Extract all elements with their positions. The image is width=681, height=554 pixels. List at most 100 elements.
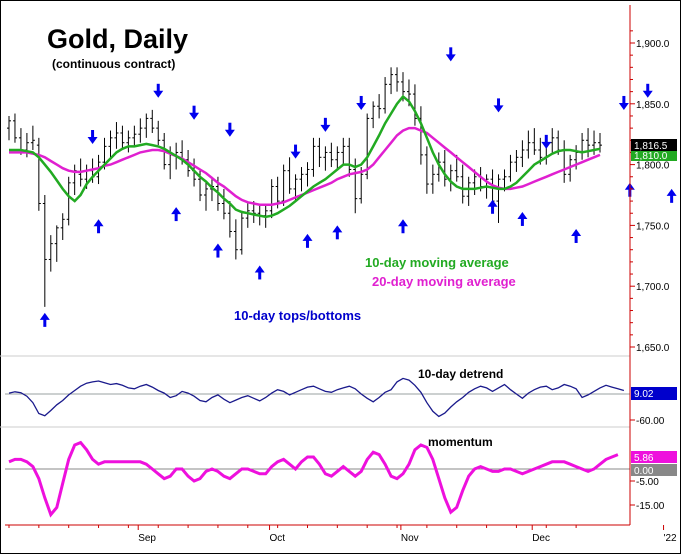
arrow-shaft <box>520 216 524 226</box>
momentum-zero-tag <box>631 464 677 476</box>
bottom-arrow-icon <box>666 188 677 203</box>
arrow-shaft <box>97 224 101 234</box>
top-arrow-icon <box>87 130 98 145</box>
price-bar <box>520 140 525 168</box>
ma10-line <box>9 94 601 219</box>
arrow-shaft <box>574 233 578 243</box>
bottom-arrow-icon <box>171 207 182 222</box>
top-arrow-icon <box>320 117 331 132</box>
momentum-zero-label: 0.00 <box>634 466 654 477</box>
price-bar <box>108 130 113 158</box>
momentum-panel-label: momentum <box>428 435 493 449</box>
arrow-shaft <box>258 270 262 280</box>
bottom-arrow-icon <box>332 225 343 240</box>
price-bar <box>245 203 250 228</box>
arrow-head <box>224 129 235 137</box>
detrend-line <box>8 377 625 418</box>
price-bar <box>48 235 53 272</box>
bottom-arrow-icon <box>517 211 528 226</box>
top-arrow-icon <box>189 105 200 120</box>
price-bar <box>514 150 519 172</box>
price-bar <box>442 150 447 187</box>
arrow-shaft <box>491 204 495 214</box>
price-bar <box>383 77 388 114</box>
arrow-head <box>517 211 528 219</box>
price-bar <box>371 101 376 129</box>
tops-bottoms-arrows <box>39 47 677 327</box>
top-arrow-icon <box>153 83 164 98</box>
price-last-label: 1,816.5 <box>634 141 668 152</box>
price-bar <box>12 113 17 143</box>
bottom-arrow-icon <box>487 199 498 214</box>
arrow-shaft <box>294 144 298 154</box>
price-bar <box>532 128 537 155</box>
detrend-tick-label: -60.00 <box>636 416 665 427</box>
ma10-annotation: 10-day moving average <box>365 255 509 270</box>
arrow-head <box>487 199 498 207</box>
price-bar <box>311 137 316 177</box>
x-axis-ticks: Sep Oct Nov Dec '22 <box>8 525 677 544</box>
arrow-head <box>618 102 629 110</box>
arrow-head <box>39 312 50 320</box>
price-tick-label: 1,900.0 <box>636 39 670 50</box>
price-tick-label: 1,650.0 <box>636 343 670 354</box>
price-bar <box>36 137 41 211</box>
price-bar <box>526 130 531 159</box>
price-bar <box>269 179 274 219</box>
price-bar <box>287 157 292 194</box>
ma10-value-tag-label: 1,810.0 <box>634 151 668 162</box>
top-arrow-icon <box>356 95 367 110</box>
top-arrow-icon <box>493 98 504 113</box>
top-arrow-icon <box>290 144 301 159</box>
arrow-head <box>398 219 408 227</box>
price-bar <box>472 169 477 195</box>
arrow-head <box>493 105 504 113</box>
price-bar <box>412 84 417 126</box>
x-tick-label: Oct <box>270 533 286 544</box>
momentum-value-label: 5.86 <box>634 453 654 464</box>
arrow-head <box>356 102 367 110</box>
arrow-head <box>254 265 265 273</box>
price-bar <box>156 120 161 146</box>
arrow-head <box>212 243 223 251</box>
price-bar <box>281 164 286 206</box>
ma10-value-tag <box>631 150 677 161</box>
price-bar <box>233 219 238 260</box>
price-bar <box>126 130 131 153</box>
price-bar <box>54 225 59 262</box>
arrow-shaft <box>622 95 626 105</box>
price-tick-label: 1,850.0 <box>636 100 670 111</box>
bottom-arrow-icon <box>254 265 265 280</box>
arrow-shaft <box>335 230 339 240</box>
arrow-shaft <box>192 105 196 115</box>
price-bar <box>466 176 471 206</box>
arrow-head <box>320 124 331 132</box>
price-bar <box>335 146 340 170</box>
price-bar <box>120 125 125 151</box>
arrow-head <box>666 188 677 196</box>
price-bar <box>377 94 382 119</box>
price-bar <box>114 122 119 149</box>
arrow-head <box>93 219 104 227</box>
top-arrow-icon <box>445 47 456 62</box>
arrow-head <box>171 207 182 215</box>
top-arrow-icon <box>618 95 629 110</box>
x-tick-label: '22 <box>664 533 677 544</box>
arrow-shaft <box>497 98 501 108</box>
top-arrow-icon <box>541 134 552 149</box>
momentum-line <box>8 440 619 518</box>
price-bar <box>460 164 465 204</box>
arrow-head <box>445 54 456 62</box>
momentum-value-tag <box>631 451 677 463</box>
price-bar <box>496 174 501 223</box>
price-bar <box>329 142 334 168</box>
price-bar <box>42 195 47 307</box>
price-axis-ticks: 1,900.0 1,850.0 1,800.0 1,750.0 1,700.0 1,650… <box>630 30 670 354</box>
arrow-head <box>290 151 301 159</box>
price-bar <box>395 67 400 92</box>
price-bar <box>305 162 310 187</box>
price-bar <box>424 146 429 194</box>
arrow-shaft <box>544 134 548 144</box>
